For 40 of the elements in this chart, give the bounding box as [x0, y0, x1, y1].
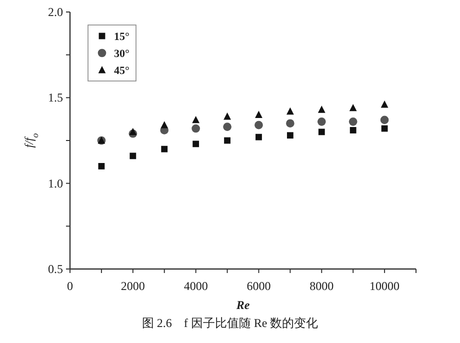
point [224, 137, 230, 144]
point [286, 132, 294, 139]
point [318, 106, 326, 113]
x-tick-label: 8000 [310, 279, 334, 293]
point [350, 127, 356, 134]
point [317, 117, 326, 126]
y-tick-label: 1.0 [48, 176, 63, 190]
point [224, 112, 231, 120]
point [192, 124, 200, 133]
point [130, 152, 136, 160]
point [380, 116, 389, 124]
point [349, 104, 357, 112]
point [318, 128, 325, 136]
x-tick-label: 4000 [184, 279, 208, 293]
point [255, 110, 262, 118]
legend-label: 45° [114, 65, 130, 77]
x-axis-title: Re [235, 298, 250, 312]
y-tick-label: 1.5 [48, 90, 63, 105]
point [161, 146, 168, 152]
point [98, 163, 105, 170]
point [348, 117, 358, 126]
x-tick-label: 2000 [120, 279, 145, 293]
y-tick-label: 2.0 [48, 5, 63, 19]
point [286, 119, 294, 128]
y-tick-label: 0.5 [48, 262, 63, 276]
point [254, 120, 263, 130]
point [160, 121, 168, 128]
legend-label: 15° [114, 31, 130, 43]
legend-label: 30° [114, 48, 130, 60]
point [286, 107, 294, 115]
point [256, 134, 262, 140]
x-tick-label: 0 [67, 279, 73, 293]
point [192, 140, 200, 148]
x-tick-label: 10000 [370, 279, 400, 293]
point [129, 128, 137, 136]
point [223, 122, 232, 131]
x-tick-label: 6000 [246, 279, 271, 293]
caption: 图 2.6 f 因子比值随 Re 数的变化 [142, 316, 318, 330]
point [192, 116, 200, 124]
point [380, 100, 388, 108]
